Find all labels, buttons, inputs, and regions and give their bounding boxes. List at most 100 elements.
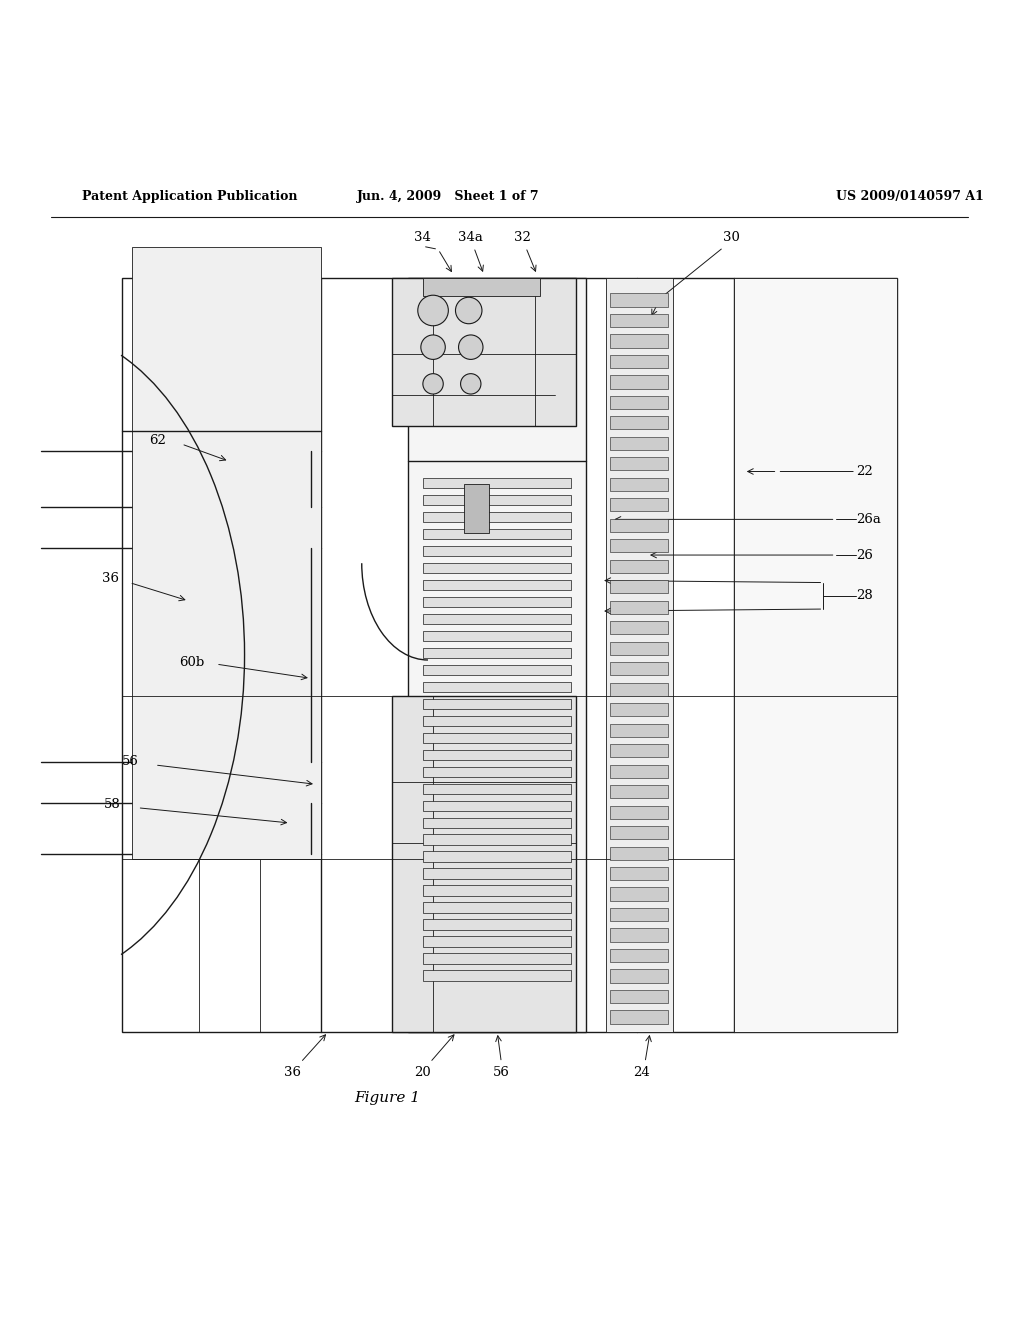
Bar bbox=[423, 597, 570, 607]
Bar bbox=[733, 279, 897, 1032]
Circle shape bbox=[423, 374, 443, 395]
Bar bbox=[606, 279, 673, 1032]
Bar bbox=[423, 698, 570, 709]
Bar bbox=[423, 953, 570, 964]
Bar bbox=[423, 631, 570, 642]
Bar bbox=[423, 800, 570, 812]
Bar bbox=[423, 886, 570, 896]
Bar bbox=[423, 834, 570, 845]
Bar bbox=[610, 785, 669, 799]
Bar bbox=[423, 715, 570, 726]
Circle shape bbox=[456, 297, 482, 323]
Text: 34: 34 bbox=[415, 231, 431, 244]
Bar bbox=[423, 681, 570, 692]
Bar bbox=[423, 545, 570, 557]
Bar bbox=[423, 579, 570, 590]
Bar bbox=[610, 805, 669, 818]
Bar bbox=[610, 744, 669, 758]
Bar bbox=[610, 928, 669, 941]
Bar bbox=[610, 887, 669, 900]
Bar bbox=[423, 614, 570, 624]
Bar bbox=[610, 457, 669, 470]
Text: 36: 36 bbox=[101, 572, 119, 585]
Text: Patent Application Publication: Patent Application Publication bbox=[82, 190, 297, 203]
Text: 56: 56 bbox=[122, 755, 139, 768]
Circle shape bbox=[418, 296, 449, 326]
Bar bbox=[392, 279, 575, 425]
Bar bbox=[610, 642, 669, 655]
Bar bbox=[610, 478, 669, 491]
Bar bbox=[423, 970, 570, 981]
Bar bbox=[610, 622, 669, 635]
Text: 28: 28 bbox=[856, 589, 872, 602]
Bar bbox=[610, 826, 669, 840]
Bar bbox=[423, 936, 570, 946]
Bar bbox=[610, 846, 669, 859]
Bar bbox=[610, 682, 669, 696]
Circle shape bbox=[461, 374, 481, 395]
Text: Figure 1: Figure 1 bbox=[354, 1092, 420, 1105]
Text: 34a: 34a bbox=[459, 231, 483, 244]
Bar bbox=[423, 817, 570, 828]
Bar bbox=[610, 416, 669, 429]
Bar bbox=[423, 562, 570, 573]
Text: 20: 20 bbox=[415, 1065, 431, 1078]
Bar bbox=[423, 869, 570, 879]
Text: 22: 22 bbox=[856, 465, 872, 478]
Bar bbox=[610, 355, 669, 368]
Bar bbox=[423, 903, 570, 913]
Bar bbox=[610, 334, 669, 347]
Text: 24: 24 bbox=[634, 1065, 650, 1078]
Circle shape bbox=[421, 335, 445, 359]
Bar bbox=[610, 539, 669, 553]
Bar bbox=[610, 1010, 669, 1024]
Bar bbox=[122, 279, 897, 1032]
Bar bbox=[610, 498, 669, 511]
Text: 32: 32 bbox=[514, 231, 531, 244]
Bar bbox=[610, 663, 669, 676]
Bar bbox=[423, 750, 570, 760]
Bar bbox=[423, 920, 570, 931]
Bar bbox=[610, 969, 669, 983]
Bar bbox=[132, 247, 321, 859]
Bar bbox=[423, 279, 540, 296]
Text: 36: 36 bbox=[284, 1065, 301, 1078]
Bar bbox=[610, 314, 669, 327]
Bar bbox=[610, 293, 669, 306]
Bar bbox=[610, 579, 669, 594]
Circle shape bbox=[459, 335, 483, 359]
Bar bbox=[423, 529, 570, 540]
Bar bbox=[610, 704, 669, 717]
Text: 60b: 60b bbox=[179, 656, 204, 668]
Bar bbox=[423, 784, 570, 795]
Text: US 2009/0140597 A1: US 2009/0140597 A1 bbox=[836, 190, 983, 203]
Text: 62: 62 bbox=[150, 434, 166, 447]
Bar bbox=[423, 767, 570, 777]
Bar bbox=[610, 396, 669, 409]
Text: 56: 56 bbox=[493, 1065, 510, 1078]
Bar bbox=[423, 851, 570, 862]
Bar bbox=[610, 764, 669, 777]
Text: 26: 26 bbox=[856, 549, 872, 561]
Bar bbox=[610, 519, 669, 532]
Bar bbox=[610, 990, 669, 1003]
Bar bbox=[610, 723, 669, 737]
Text: 30: 30 bbox=[723, 231, 740, 244]
Bar bbox=[423, 512, 570, 523]
Bar bbox=[464, 483, 489, 533]
Bar bbox=[423, 733, 570, 743]
Bar bbox=[610, 601, 669, 614]
Bar bbox=[610, 437, 669, 450]
Bar bbox=[423, 495, 570, 506]
Bar bbox=[610, 867, 669, 880]
Bar bbox=[408, 279, 586, 1032]
Bar bbox=[610, 908, 669, 921]
Bar bbox=[610, 560, 669, 573]
Bar bbox=[392, 696, 575, 1032]
Text: 58: 58 bbox=[103, 799, 121, 812]
Text: 26a: 26a bbox=[856, 513, 881, 525]
Bar bbox=[423, 478, 570, 488]
Bar bbox=[423, 665, 570, 676]
Text: Jun. 4, 2009   Sheet 1 of 7: Jun. 4, 2009 Sheet 1 of 7 bbox=[357, 190, 540, 203]
Bar bbox=[610, 949, 669, 962]
